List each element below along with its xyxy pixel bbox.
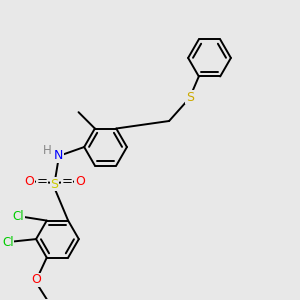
Text: S: S bbox=[50, 178, 59, 191]
Text: =: = bbox=[62, 175, 73, 188]
Text: O: O bbox=[32, 273, 41, 286]
Text: O: O bbox=[24, 175, 34, 188]
Text: =: = bbox=[36, 175, 47, 188]
Text: Cl: Cl bbox=[2, 236, 14, 249]
Text: Cl: Cl bbox=[13, 210, 24, 223]
Text: O: O bbox=[75, 175, 85, 188]
Text: H: H bbox=[43, 143, 52, 157]
Text: S: S bbox=[186, 91, 194, 104]
Text: N: N bbox=[54, 149, 64, 162]
